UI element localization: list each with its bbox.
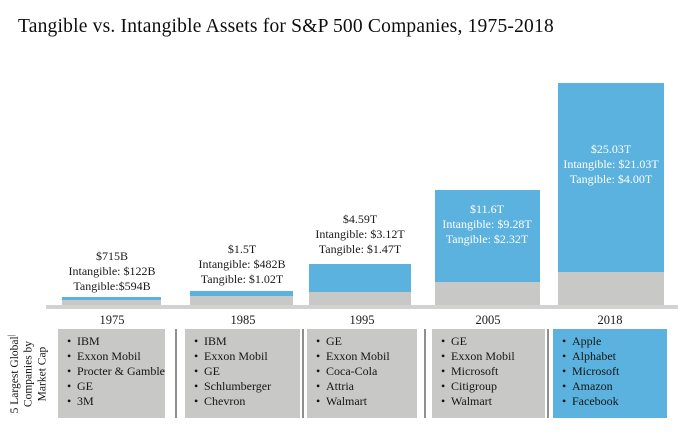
y-axis-label-line: Companies by	[22, 340, 35, 408]
company-item: GE	[316, 334, 417, 349]
bar-1985-tangible-segment	[190, 296, 293, 305]
company-item: Apple	[562, 334, 667, 349]
bar-2018-intangible-segment	[558, 83, 664, 272]
bar-2018	[558, 83, 664, 305]
bar-label-1995: $4.59T Intangible: $3.12T Tangible: $1.4…	[275, 212, 445, 257]
company-item: Citigroup	[441, 379, 545, 394]
bar-label-line: Intangible: $3.12T	[315, 227, 405, 241]
company-item: Amazon	[562, 379, 667, 394]
company-item: Exxon Mobil	[194, 349, 300, 364]
x-tick-2018: 2018	[597, 313, 623, 327]
company-item: IBM	[67, 334, 165, 349]
bar-label-line: Intangible: $122B	[68, 264, 156, 278]
bar-label-line: $25.03T	[590, 142, 632, 156]
company-item: GE	[441, 334, 545, 349]
company-item: Procter & Gamble	[67, 364, 165, 379]
bar-label-2018: $25.03T Intangible: $21.03T Tangible: $4…	[526, 142, 678, 187]
company-item: 3M	[67, 394, 165, 409]
company-list-1985: IBM Exxon Mobil GE Schlumberger Chevron	[185, 329, 300, 418]
x-tick-1995: 1995	[349, 313, 375, 327]
bar-label-line: $715B	[95, 249, 128, 263]
company-list-1995: GE Exxon Mobil Coca-Cola Attria Walmart	[307, 329, 417, 418]
bar-label-line: Tangible: $1.47T	[318, 242, 402, 256]
company-list-2018: Apple Alphabet Microsoft Amazon Facebook	[553, 329, 667, 418]
list-separator	[175, 329, 177, 418]
bar-1995-tangible-segment	[309, 292, 411, 305]
company-item: Exxon Mobil	[67, 349, 165, 364]
bar-1985	[190, 291, 293, 305]
company-item: Exxon Mobil	[316, 349, 417, 364]
company-item: Chevron	[194, 394, 300, 409]
bar-label-line: $4.59T	[342, 212, 378, 226]
y-axis-label-wrap: 5 Largest Global| Companies by Market Ca…	[2, 324, 52, 424]
company-item: Facebook	[562, 394, 667, 409]
y-axis-label-line: Market Cap	[36, 346, 49, 402]
company-item: Alphabet	[562, 349, 667, 364]
x-tick-1975: 1975	[99, 313, 125, 327]
list-separator	[302, 329, 304, 418]
bar-label-line: Tangible: $4.00T	[569, 172, 653, 186]
bar-2005-intangible-segment	[435, 190, 540, 282]
list-separator	[547, 329, 549, 418]
bar-1985-intangible-segment	[190, 291, 293, 296]
company-item: Walmart	[441, 394, 545, 409]
bar-label-line: $1.5T	[227, 242, 257, 256]
bar-label-line: Tangible: $2.32T	[445, 232, 529, 246]
bar-1975-intangible-segment	[62, 297, 161, 300]
bar-2005	[435, 190, 540, 305]
company-item: Coca-Cola	[316, 364, 417, 379]
company-item: GE	[194, 364, 300, 379]
bar-label-1975: $715B Intangible: $122B Tangible:$594B	[27, 249, 197, 294]
bar-label-line: Tangible: $1.02T	[200, 272, 284, 286]
bar-1995	[309, 264, 411, 305]
footnote-mark: |	[6, 334, 16, 337]
bar-label-line: Intangible: $9.28T	[442, 217, 532, 231]
chart-title: Tangible vs. Intangible Assets for S&P 5…	[18, 16, 554, 37]
company-item: Walmart	[316, 394, 417, 409]
company-item: Microsoft	[562, 364, 667, 379]
x-tick-1985: 1985	[230, 313, 256, 327]
company-list-2005: GE Exxon Mobil Microsoft Citigroup Walma…	[432, 329, 545, 418]
x-tick-2005: 2005	[475, 313, 501, 327]
bar-1995-intangible-segment	[309, 264, 411, 292]
bar-label-line: $11.6T	[470, 202, 504, 216]
bar-label-line: Intangible: $21.03T	[563, 157, 659, 171]
list-separator	[424, 329, 426, 418]
company-list-1975: IBM Exxon Mobil Procter & Gamble GE 3M	[58, 329, 165, 418]
company-item: Schlumberger	[194, 379, 300, 394]
company-item: Exxon Mobil	[441, 349, 545, 364]
bar-1975-tangible-segment	[62, 300, 161, 305]
bar-2018-tangible-segment	[558, 272, 664, 305]
bar-label-1985: $1.5T Intangible: $482B Tangible: $1.02T	[157, 242, 327, 287]
company-item: Attria	[316, 379, 417, 394]
x-axis-line	[46, 305, 678, 309]
company-item: Microsoft	[441, 364, 545, 379]
bar-label-line: Intangible: $482B	[198, 257, 286, 271]
company-item: GE	[67, 379, 165, 394]
y-axis-label-line: 5 Largest Global|	[6, 334, 22, 414]
bar-1975	[62, 297, 161, 305]
company-item: IBM	[194, 334, 300, 349]
bar-label-2005: $11.6T Intangible: $9.28T Tangible: $2.3…	[402, 202, 572, 247]
y-axis-label: 5 Largest Global| Companies by Market Ca…	[4, 322, 49, 426]
bar-label-line: Tangible:$594B	[73, 279, 151, 293]
bar-2005-tangible-segment	[435, 282, 540, 305]
